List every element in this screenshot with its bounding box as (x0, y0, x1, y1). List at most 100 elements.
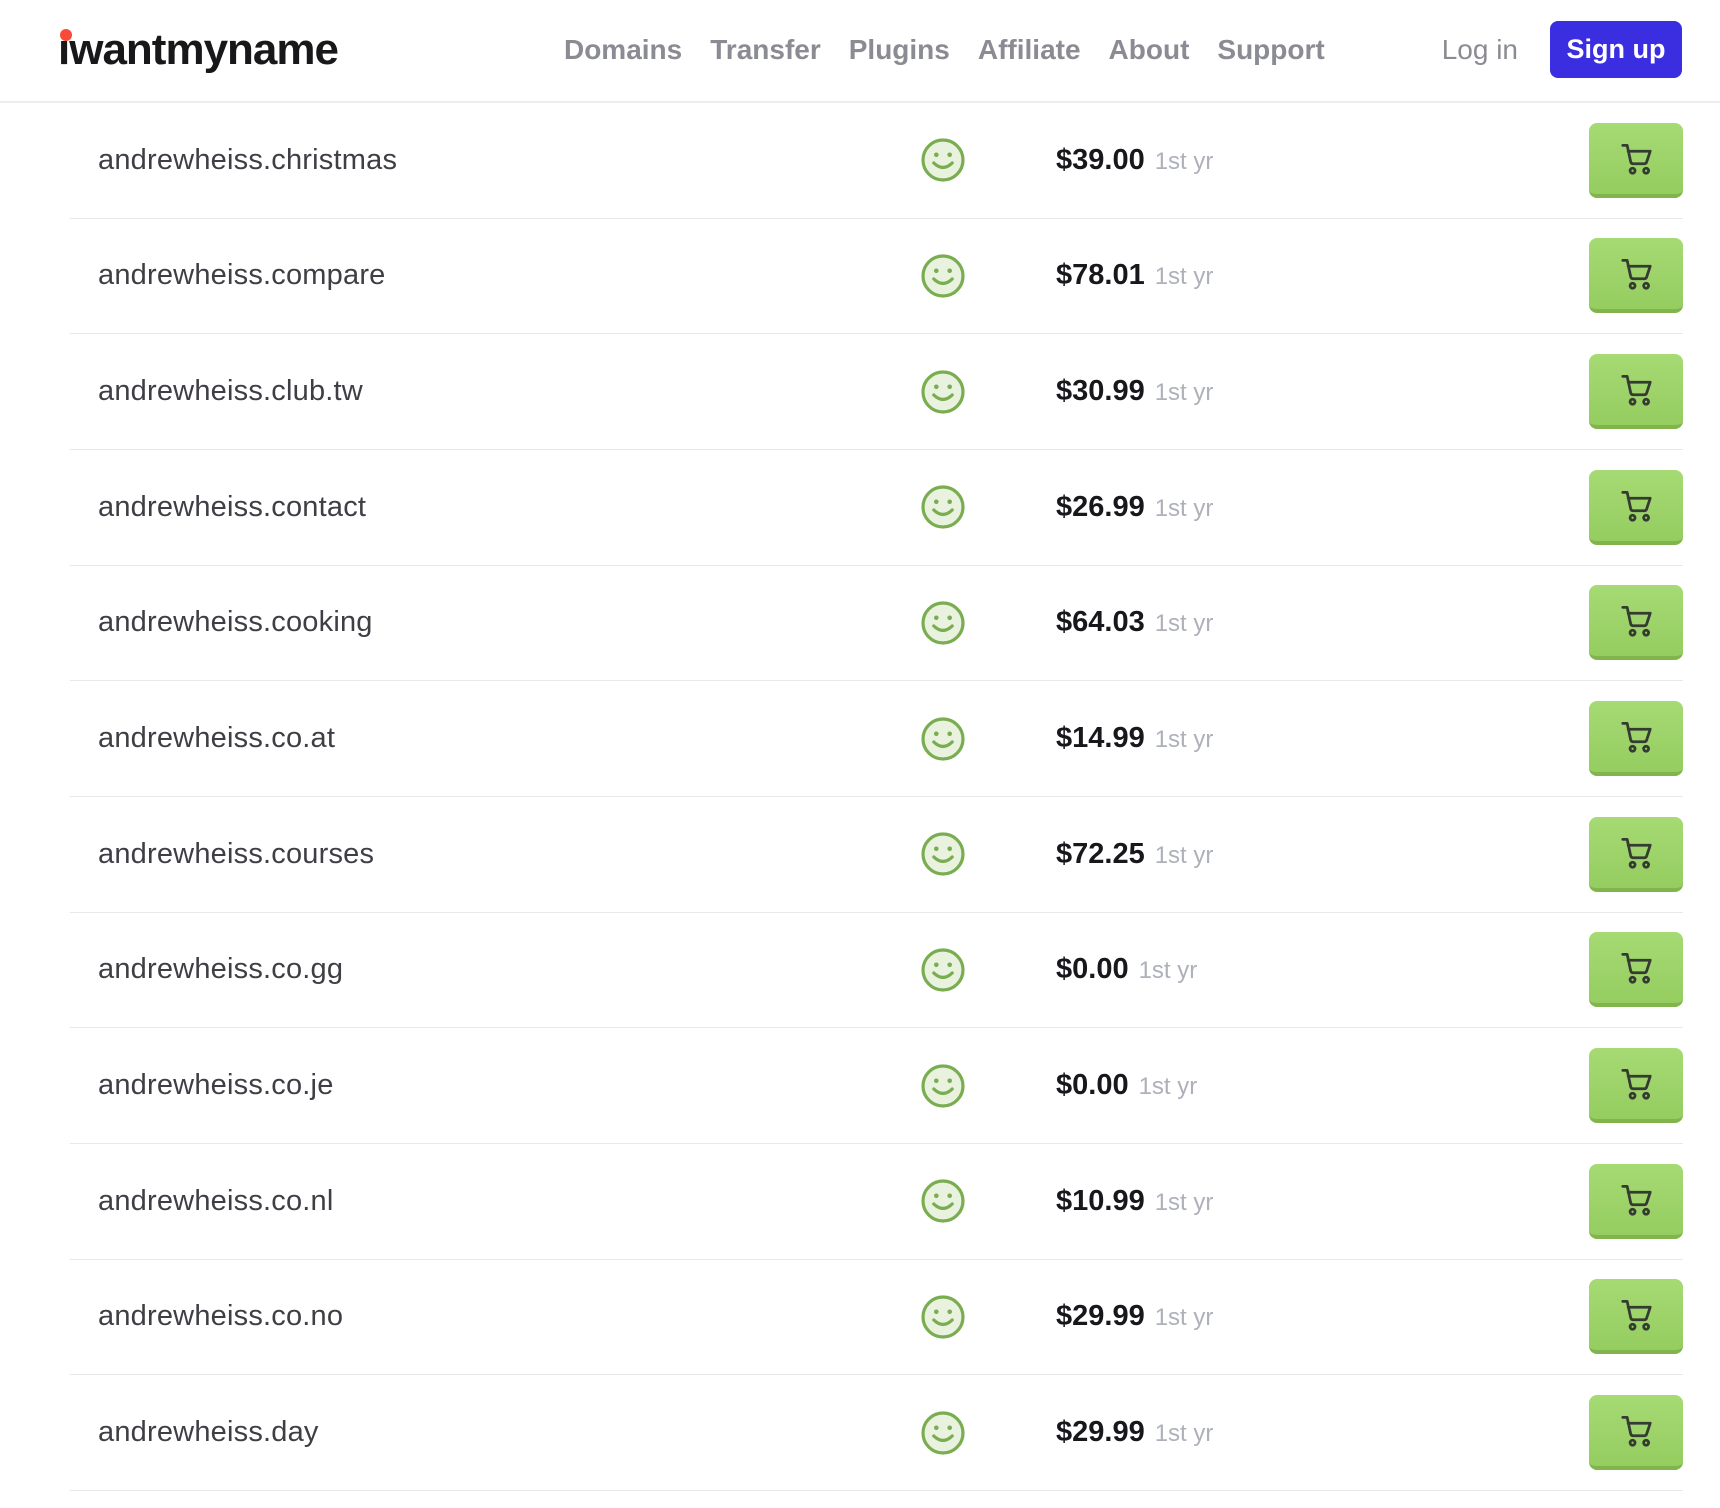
price-term: 1st yr (1154, 1420, 1214, 1448)
domain-name[interactable]: andrewheiss.co.je (98, 1069, 334, 1102)
price-group: $78.01 1st yr (965, 259, 1589, 292)
domain-name[interactable]: andrewheiss.co.at (98, 722, 336, 755)
price: $29.99 (1056, 1300, 1145, 1333)
shopping-cart-icon (1619, 141, 1654, 176)
availability-smiley-icon (921, 1295, 965, 1339)
nav-item-domains[interactable]: Domains (563, 33, 683, 65)
nav-item-transfer[interactable]: Transfer (710, 33, 821, 65)
shopping-cart-icon (1619, 372, 1654, 407)
price: $39.00 (1056, 143, 1145, 176)
domain-result-row: andrewheiss.club.tw $30.99 1st yr (70, 334, 1683, 450)
domain-name[interactable]: andrewheiss.day (98, 1416, 319, 1449)
add-to-cart-button[interactable] (1589, 701, 1683, 777)
price-group: $72.25 1st yr (965, 838, 1589, 871)
add-to-cart-button[interactable] (1589, 1395, 1683, 1471)
price-group: $29.99 1st yr (965, 1300, 1589, 1333)
shopping-cart-icon (1619, 835, 1654, 870)
price-group: $14.99 1st yr (965, 722, 1589, 755)
price-term: 1st yr (1154, 379, 1214, 407)
availability-smiley-icon (921, 1410, 965, 1455)
price: $14.99 (1056, 722, 1145, 755)
add-to-cart-button[interactable] (1589, 1279, 1683, 1355)
price: $10.99 (1056, 1184, 1145, 1217)
add-to-cart-button[interactable] (1589, 1163, 1683, 1239)
domain-name[interactable]: andrewheiss.christmas (98, 143, 398, 176)
signup-button[interactable]: Sign up (1550, 21, 1682, 78)
price-term: 1st yr (1154, 494, 1214, 522)
add-to-cart-button[interactable] (1589, 816, 1683, 892)
domain-name[interactable]: andrewheiss.cooking (98, 606, 373, 639)
domain-name[interactable]: andrewheiss.co.gg (98, 953, 344, 986)
price: $29.99 (1056, 1416, 1145, 1449)
domain-result-row: andrewheiss.courses $72.25 1st yr (70, 797, 1683, 913)
availability-smiley-icon (921, 370, 965, 414)
domain-name[interactable]: andrewheiss.courses (98, 837, 375, 870)
domain-name[interactable]: andrewheiss.co.no (98, 1300, 344, 1333)
logo[interactable]: iwantmyname (58, 24, 339, 74)
domain-result-row: andrewheiss.co.no $29.99 1st yr (70, 1260, 1683, 1376)
domain-result-row: andrewheiss.christmas $39.00 1st yr (70, 103, 1683, 219)
price-group: $29.99 1st yr (965, 1416, 1589, 1449)
domain-name[interactable]: andrewheiss.compare (98, 259, 386, 292)
domain-name[interactable]: andrewheiss.contact (98, 490, 367, 523)
nav-item-about[interactable]: About (1108, 33, 1190, 65)
price-term: 1st yr (1138, 1073, 1198, 1101)
price: $30.99 (1056, 375, 1145, 408)
shopping-cart-icon (1619, 1066, 1654, 1101)
price-group: $0.00 1st yr (965, 953, 1589, 986)
shopping-cart-icon (1619, 1413, 1654, 1448)
shopping-cart-icon (1619, 488, 1654, 523)
shopping-cart-icon (1619, 603, 1654, 638)
price: $72.25 (1056, 837, 1145, 870)
price-group: $39.00 1st yr (965, 144, 1589, 177)
price: $26.99 (1056, 490, 1145, 523)
add-to-cart-button[interactable] (1589, 122, 1683, 198)
add-to-cart-button[interactable] (1589, 585, 1683, 661)
shopping-cart-icon (1619, 1297, 1654, 1332)
login-link[interactable]: Log in (1441, 33, 1518, 65)
availability-smiley-icon (921, 1063, 965, 1108)
price: $0.00 (1056, 953, 1129, 986)
price-term: 1st yr (1154, 147, 1214, 175)
main-nav: Domains Transfer Plugins Affiliate About Supp… (564, 34, 1325, 66)
site-header: iwantmyname Domains Transfer Plugins Affili… (0, 0, 1720, 103)
domain-result-row: andrewheiss.cooking $64.03 1st yr (70, 566, 1683, 682)
price: $78.01 (1056, 259, 1145, 292)
price-term: 1st yr (1154, 610, 1214, 638)
availability-smiley-icon (921, 717, 965, 761)
price-group: $26.99 1st yr (965, 491, 1589, 524)
price-term: 1st yr (1138, 957, 1198, 985)
price: $64.03 (1056, 606, 1145, 639)
availability-smiley-icon (921, 832, 965, 876)
domain-result-row: andrewheiss.co.je $0.00 1st yr (70, 1028, 1683, 1144)
shopping-cart-icon (1619, 719, 1654, 754)
add-to-cart-button[interactable] (1589, 932, 1683, 1008)
domain-result-row: andrewheiss.co.nl $10.99 1st yr (70, 1144, 1683, 1260)
nav-item-support[interactable]: Support (1217, 33, 1325, 65)
shopping-cart-icon (1619, 256, 1654, 291)
domain-name[interactable]: andrewheiss.club.tw (98, 375, 363, 408)
add-to-cart-button[interactable] (1589, 354, 1683, 430)
price-group: $10.99 1st yr (965, 1185, 1589, 1218)
domain-results-list: andrewheiss.christmas $39.00 1st yr (0, 103, 1720, 1491)
add-to-cart-button[interactable] (1589, 238, 1683, 314)
shopping-cart-icon (1619, 1182, 1654, 1217)
price-group: $30.99 1st yr (965, 375, 1589, 408)
availability-smiley-icon (921, 138, 965, 182)
add-to-cart-button[interactable] (1589, 469, 1683, 545)
logo-dot-accent (60, 28, 72, 41)
domain-name[interactable]: andrewheiss.co.nl (98, 1184, 334, 1217)
availability-smiley-icon (921, 254, 965, 298)
logo-text: iwantmyname (58, 24, 339, 74)
nav-item-affiliate[interactable]: Affiliate (977, 33, 1081, 65)
domain-result-row: andrewheiss.compare $78.01 1st yr (70, 219, 1683, 335)
availability-smiley-icon (921, 1179, 965, 1223)
price-term: 1st yr (1154, 1188, 1214, 1216)
nav-item-plugins[interactable]: Plugins (848, 33, 950, 65)
price-term: 1st yr (1154, 263, 1214, 291)
domain-result-row: andrewheiss.contact $26.99 1st yr (70, 450, 1683, 566)
domain-result-row: andrewheiss.co.at $14.99 1st yr (70, 681, 1683, 797)
add-to-cart-button[interactable] (1589, 1048, 1683, 1124)
price: $0.00 (1056, 1069, 1129, 1102)
price-group: $0.00 1st yr (965, 1069, 1589, 1102)
